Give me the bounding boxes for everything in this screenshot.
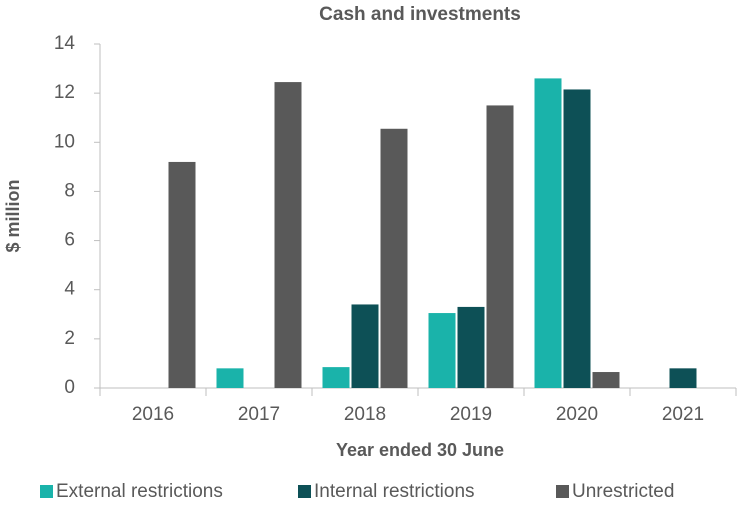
bar (669, 368, 697, 388)
chart-title: Cash and investments (319, 4, 521, 25)
x-tick-label: 2019 (450, 404, 492, 425)
x-tick-label: 2018 (344, 404, 386, 425)
x-tick-label: 2017 (238, 404, 280, 425)
bar (592, 372, 620, 388)
y-tick-label: 10 (54, 131, 75, 152)
y-tick-label: 0 (64, 377, 75, 398)
legend-label: External restrictions (56, 481, 223, 502)
y-tick-label: 12 (54, 82, 75, 103)
bar (168, 161, 196, 388)
bar (216, 368, 244, 388)
bar (534, 78, 562, 389)
legend-swatch (40, 485, 53, 498)
y-tick-label: 6 (64, 230, 75, 251)
x-axis-label: Year ended 30 June (336, 440, 504, 460)
bar (274, 82, 302, 388)
y-tick-label: 8 (64, 180, 75, 201)
y-tick-label: 14 (54, 33, 76, 54)
legend-swatch (298, 485, 311, 498)
x-tick-label: 2016 (132, 404, 174, 425)
legend-label: Internal restrictions (314, 481, 475, 502)
bar (457, 306, 485, 388)
bar (351, 304, 379, 388)
legend-swatch (556, 485, 569, 498)
bar (563, 89, 591, 388)
bar (486, 105, 514, 388)
x-tick-label: 2021 (662, 404, 704, 425)
bar (428, 313, 456, 388)
bar (322, 367, 350, 388)
y-tick-label: 4 (64, 279, 75, 300)
y-axis-label: $ million (3, 179, 23, 252)
y-tick-label: 2 (64, 328, 75, 349)
legend-label: Unrestricted (572, 481, 674, 502)
x-tick-label: 2020 (556, 404, 598, 425)
bar (380, 128, 408, 388)
